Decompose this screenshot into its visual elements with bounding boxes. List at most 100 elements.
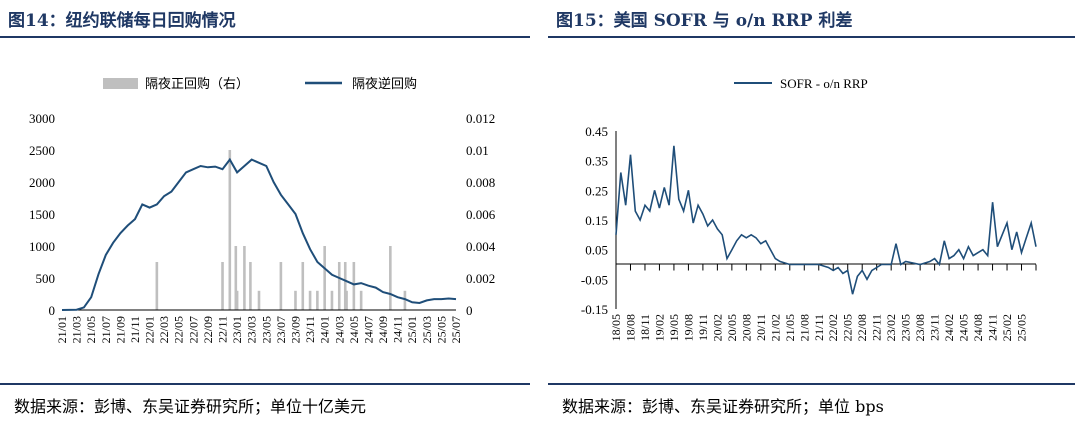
left-y-tick-label: 0 [49,303,56,318]
left-y-tick-label: 1500 [29,207,55,222]
right-x-tick-label: 24/05 [957,314,971,341]
overnight-repo-bar [221,262,224,310]
right-x-tick-label: 23/11 [928,314,942,341]
overnight-repo-bar [228,150,232,310]
right-y-tick-label: 0.008 [466,175,495,190]
overnight-repo-bar [323,246,326,310]
left-x-tick-label: 23/03 [245,316,259,343]
legend-spread-label: SOFR - o/n RRP [780,76,868,91]
left-x-tick-label: 23/07 [274,316,288,343]
right-y-tick-label: 0.002 [466,271,495,286]
right-y-tick-label: 0 [466,303,473,318]
left-source-note: 数据来源：彭博、东吴证券研究所；单位十亿美元 [14,397,367,416]
right-source-rule [548,383,1075,385]
left-x-tick-label: 23/11 [303,316,317,343]
right-x-tick-label: 20/08 [739,314,753,341]
right-x-tick-label: 21/08 [797,314,811,341]
overnight-repo-bar [308,290,312,310]
overnight-repo-bar [359,290,363,310]
right-x-tick-label: 18/05 [609,314,623,341]
right-x-tick-label: 18/08 [623,314,637,341]
overnight-repo-bars [155,150,407,310]
right-legend: SOFR - o/n RRP [734,76,868,91]
overnight-repo-bar [389,246,392,310]
left-chart-svg: 隔夜正回购（右） 隔夜逆回购 300025002000150010005000 … [29,76,496,343]
right-x-tick-label: 18/11 [638,314,652,341]
right-chart-panel: 图15：美国 SOFR 与 o/n RRP 利差 SOFR - o/n RRP … [548,0,1075,421]
overnight-repo-bar [343,262,347,310]
left-y-tick-label: 3000 [29,111,55,126]
overnight-repo-bar [337,262,341,310]
left-x-tick-label: 21/09 [113,316,127,343]
right-x-tick-label: 21/11 [812,314,826,341]
left-chart-title: 图14：纽约联储每日回购情况 [8,11,236,31]
left-x-tick-label: 25/07 [449,316,463,343]
left-x-tick-label: 24/01 [318,316,332,343]
overnight-repo-bar [345,290,348,310]
right-title-rule [548,36,1075,38]
left-x-tick-label: 25/03 [420,316,434,343]
right-x-tick-label: 19/02 [652,314,666,341]
right-x-tick-label: 20/02 [710,314,724,341]
right-x-tick-label: 25/02 [1000,314,1014,341]
right-x-tick-label: 21/05 [783,314,797,341]
left-x-tick-label: 23/01 [230,316,244,343]
right-x-tick-label: 22/02 [826,314,840,341]
right-x-tick-label: 24/11 [986,314,1000,341]
left-x-tick-label: 25/01 [405,316,419,343]
right-y-tick-label: 0.004 [466,239,496,254]
right-x-tick-label: 20/05 [725,314,739,341]
overnight-repo-bar [155,262,159,310]
right-y-axis-labels: 0.012 0.01 0.008 0.006 0.004 0.002 0 [466,111,496,318]
left-x-tick-label: 24/07 [361,316,375,343]
left-y-axis-labels: 3000 2500 2000 1500 1000 500 0 [29,111,55,318]
left-x-tick-label: 21/07 [99,316,113,343]
left-x-tick-label: 21/01 [55,316,69,343]
left-x-tick-label: 22/09 [201,316,215,343]
left-x-tick-label: 23/05 [259,316,273,343]
left-x-tick-label: 22/07 [186,316,200,343]
overnight-repo-bar [243,246,246,310]
right-chart-y-tick-label: -0.05 [581,272,608,287]
right-x-tick-label: 24/02 [942,314,956,341]
overnight-repo-bar [352,262,356,310]
right-x-tick-label: 24/08 [971,314,985,341]
right-x-tick-label: 23/05 [899,314,913,341]
legend-line-label: 隔夜逆回购 [352,76,417,91]
right-x-tick-label: 22/05 [841,314,855,341]
legend-bar-swatch [103,78,138,89]
right-chart-y-tick-label: -0.15 [581,302,608,317]
overnight-repo-bar [257,290,261,310]
left-legend: 隔夜正回购（右） 隔夜逆回购 [103,76,417,91]
right-chart-y-tick-label: 0.25 [585,183,608,198]
left-x-tick-label: 24/05 [347,316,361,343]
right-x-tick-label: 19/11 [696,314,710,341]
left-x-tick-label: 22/01 [143,316,157,343]
overnight-reverse-repo-line [61,157,457,311]
left-x-tick-label: 22/05 [172,316,186,343]
left-y-tick-label: 1000 [29,239,55,254]
right-x-tick-marks [615,264,1037,271]
right-x-tick-label: 20/11 [754,314,768,341]
right-x-tick-label: 23/02 [884,314,898,341]
right-chart-title: 图15：美国 SOFR 与 o/n RRP 利差 [556,11,853,31]
right-x-tick-label: 22/11 [870,314,884,341]
sofr-rrp-spread-line [615,145,1037,295]
right-x-tick-label: 19/08 [681,314,695,341]
overnight-repo-bar [234,246,238,310]
left-chart-panel: 图14：纽约联储每日回购情况 隔夜正回购（右） 隔夜逆回购 3000 2500 20… [0,0,530,421]
left-x-tick-label: 21/03 [70,316,84,343]
overnight-repo-bar [249,262,252,310]
overnight-repo-bar [235,290,239,310]
left-x-tick-label: 24/09 [376,316,390,343]
left-y-tick-label: 2500 [29,143,55,158]
overnight-repo-bar [301,262,305,310]
overnight-repo-bar [330,290,334,310]
overnight-repo-bar [316,290,319,310]
left-x-tick-label: 24/11 [391,316,405,343]
right-x-tick-label: 23/08 [913,314,927,341]
right-chart-y-tick-label: 0.05 [585,243,608,258]
left-x-tick-label: 21/05 [84,316,98,343]
left-title-rule [0,36,530,38]
right-chart-y-tick-label: 0.45 [585,124,608,139]
